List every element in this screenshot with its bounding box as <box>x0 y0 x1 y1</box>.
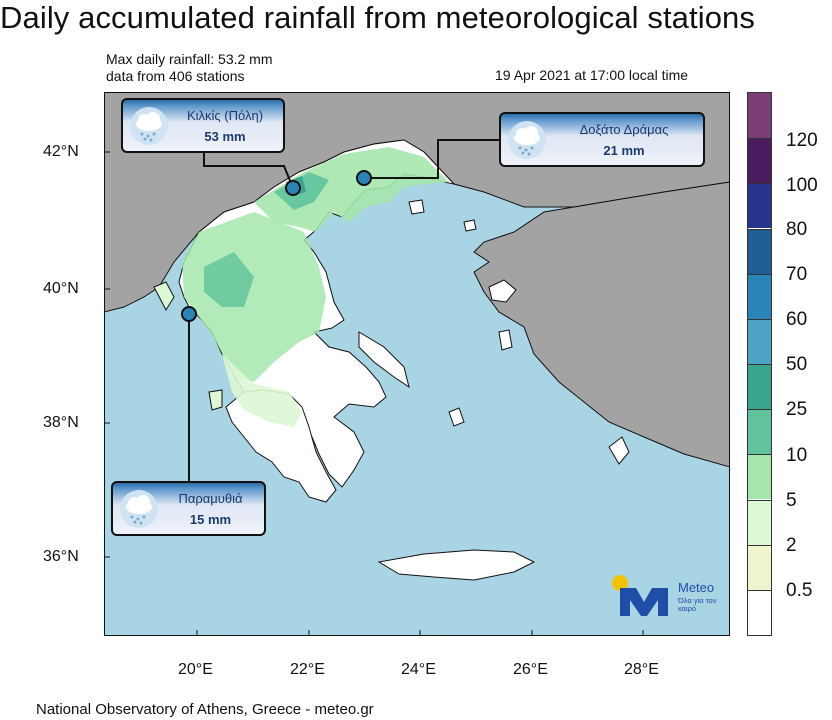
lon-label-26: 26°E <box>513 661 548 678</box>
land-peloponnese <box>225 389 337 503</box>
island-naxos <box>448 407 465 427</box>
colorbar-segment <box>748 454 771 500</box>
colorbar-segment <box>748 228 771 274</box>
lon-label-22: 22°E <box>290 661 325 678</box>
colorbar <box>747 92 772 636</box>
logo-name: Meteo <box>678 580 715 595</box>
rainfall-map <box>104 92 730 636</box>
chart-title: Daily accumulated rainfall from meteorol… <box>0 0 755 35</box>
colorbar-segment <box>748 138 771 184</box>
meteo-logo <box>612 575 668 616</box>
colorbar-label: 0.5 <box>786 580 813 601</box>
station-name: Κιλκίς (Πόλη) <box>186 108 264 123</box>
colorbar-label: 50 <box>786 354 808 375</box>
colorbar-segment <box>748 499 771 545</box>
rain-zone-west <box>222 354 302 427</box>
island-rhodes <box>608 436 630 465</box>
rain-cloud-icon <box>130 107 168 145</box>
lon-label-20: 20°E <box>178 661 213 678</box>
colorbar-segment <box>748 93 771 139</box>
station-callout-kilkis[interactable]: Κιλκίς (Πόλη) 53 mm <box>121 98 285 153</box>
colorbar-label: 120 <box>786 130 818 151</box>
rain-zone-epirus-dark <box>204 252 254 307</box>
lat-label-38: 38°N <box>43 414 79 431</box>
colorbar-label: 70 <box>786 264 808 285</box>
island-corfu <box>153 281 175 312</box>
rain-zone-epirus <box>182 212 326 382</box>
island-crete <box>377 549 536 581</box>
rain-cloud-icon <box>508 121 546 159</box>
land-turkey <box>473 181 730 468</box>
colorbar-segment <box>748 589 771 635</box>
station-callout-drama[interactable]: Δοξάτο Δράμας 21 mm <box>499 112 705 167</box>
footer-credit: National Observatory of Athens, Greece -… <box>36 701 374 718</box>
connector-kilkis <box>203 152 294 189</box>
lon-label-28: 28°E <box>624 661 659 678</box>
island-samothrace <box>463 219 477 232</box>
connector-drama <box>364 139 500 179</box>
colorbar-label: 80 <box>786 219 808 240</box>
colorbar-label: 100 <box>786 175 818 196</box>
island-euboea <box>358 331 410 389</box>
island-kefalonia <box>208 389 223 411</box>
colorbar-label: 25 <box>786 399 808 420</box>
island-thasos <box>408 199 425 215</box>
station-value: 53 mm <box>204 129 246 144</box>
colorbar-label: 5 <box>786 490 797 511</box>
colorbar-label: 60 <box>786 309 808 330</box>
rain-zone-macedonia <box>254 147 449 232</box>
colorbar-label: 2 <box>786 535 797 556</box>
colorbar-segment <box>748 183 771 229</box>
colorbar-label: 10 <box>786 445 808 466</box>
station-name: Δοξάτο Δράμας <box>579 122 669 137</box>
lat-label-36: 36°N <box>43 548 79 565</box>
timestamp: 19 Apr 2021 at 17:00 local time <box>495 67 689 83</box>
station-marker-kilkis[interactable] <box>285 180 301 196</box>
logo-tagline: Όλα για τον καιρό <box>678 596 717 613</box>
colorbar-segment <box>748 273 771 319</box>
rain-cloud-icon <box>120 490 158 528</box>
lon-label-24: 24°E <box>401 661 436 678</box>
station-callout-paramythia[interactable]: Παραμυθιά 15 mm <box>111 481 266 536</box>
station-value: 15 mm <box>189 512 232 527</box>
station-name: Παραμυθιά <box>178 491 243 506</box>
station-marker-paramythia[interactable] <box>181 306 197 322</box>
colorbar-segment <box>748 364 771 410</box>
island-chios <box>498 329 513 351</box>
max-rainfall-text: Max daily rainfall: 53.2 mm <box>106 51 273 67</box>
colorbar-segment <box>748 544 771 590</box>
colorbar-segment <box>748 318 771 364</box>
meta-info: Max daily rainfall: 53.2 mm data from 40… <box>106 51 273 85</box>
station-value: 21 mm <box>603 143 645 158</box>
lat-label-42: 42°N <box>43 143 79 160</box>
colorbar-segment <box>748 409 771 455</box>
island-lesbos <box>488 279 517 303</box>
station-marker-drama[interactable] <box>356 170 372 186</box>
map-frame <box>104 92 730 636</box>
lat-label-40: 40°N <box>43 280 79 297</box>
station-count-text: data from 406 stations <box>106 68 245 84</box>
